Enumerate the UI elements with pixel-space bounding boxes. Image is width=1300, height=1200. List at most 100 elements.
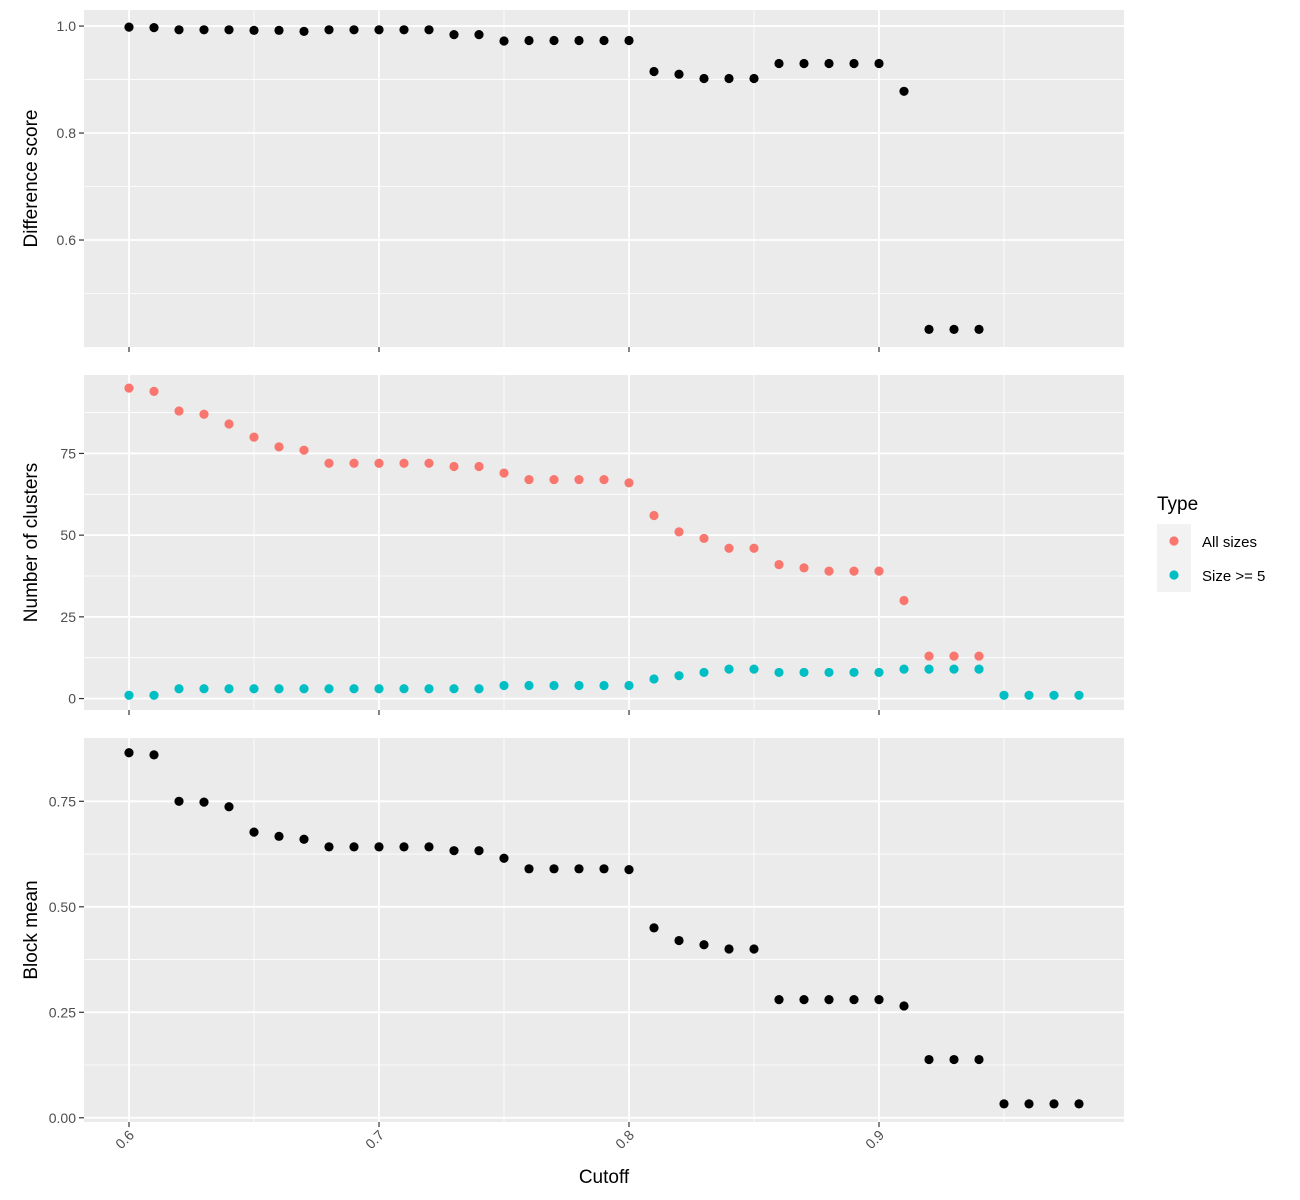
data-point — [674, 935, 684, 946]
data-point — [699, 73, 709, 84]
y-axis-title: Difference score — [21, 110, 42, 248]
data-point — [899, 86, 909, 96]
y-tick-label: 1.0 — [57, 18, 77, 34]
data-point — [149, 386, 159, 396]
data-point — [474, 846, 484, 856]
data-point — [299, 445, 309, 455]
data-point — [974, 1054, 984, 1065]
data-point — [924, 1054, 934, 1065]
facet-panel-3: 0.00 0.25 0.50 0.75 Block mean 0.6 0.7 0.8 0.9 — [21, 738, 1124, 1152]
x-tick-label: 0.9 — [862, 1127, 887, 1152]
data-point — [1074, 690, 1084, 700]
data-point — [324, 458, 334, 468]
data-point — [499, 680, 509, 691]
legend-label: Size >= 5 — [1202, 568, 1265, 585]
data-point — [624, 478, 634, 488]
data-point — [774, 58, 784, 69]
data-point — [824, 566, 834, 576]
data-point — [174, 25, 184, 35]
data-point — [599, 680, 609, 691]
data-point — [974, 651, 984, 661]
data-point — [874, 58, 884, 69]
data-point — [249, 684, 259, 694]
data-point — [524, 680, 534, 691]
data-point — [524, 864, 534, 874]
data-point — [749, 664, 759, 674]
data-point — [749, 543, 759, 553]
data-point — [524, 35, 534, 46]
data-point — [499, 468, 509, 478]
data-point — [924, 664, 934, 674]
data-point — [574, 864, 584, 874]
data-point — [324, 684, 334, 694]
y-tick-label: 75 — [60, 445, 76, 461]
y-tick-label: 0.8 — [57, 125, 77, 141]
data-point — [899, 1001, 909, 1011]
data-point — [574, 35, 584, 46]
data-point — [699, 533, 709, 544]
data-point — [999, 690, 1009, 700]
data-point — [349, 25, 359, 35]
data-point — [424, 842, 434, 852]
data-point — [849, 566, 859, 576]
data-point — [874, 566, 884, 576]
panel-background — [84, 10, 1124, 347]
data-point — [949, 1054, 959, 1065]
data-point — [299, 834, 309, 844]
facet-panel-1: 0.6 0.8 1.0 Difference score — [21, 10, 1124, 352]
x-tick-label: 0.7 — [362, 1127, 387, 1152]
data-point — [824, 995, 834, 1005]
y-axis-title: Number of clusters — [21, 463, 42, 622]
data-point — [774, 667, 784, 678]
data-point — [549, 35, 559, 46]
data-point — [549, 864, 559, 874]
data-point — [199, 409, 209, 419]
y-tick-label: 0.00 — [49, 1110, 76, 1126]
data-point — [574, 680, 584, 691]
data-point — [249, 25, 259, 35]
series-size-5 — [124, 664, 1084, 700]
y-tick-label: 0.75 — [49, 793, 76, 809]
data-point — [799, 58, 809, 69]
data-point — [1074, 1099, 1084, 1109]
data-point — [224, 684, 234, 694]
data-point — [1024, 690, 1034, 700]
data-point — [299, 684, 309, 694]
data-point — [724, 73, 734, 84]
series-all-sizes — [124, 383, 984, 661]
data-point — [474, 461, 484, 472]
data-point — [124, 383, 134, 393]
data-point — [799, 667, 809, 678]
data-point — [274, 684, 284, 694]
data-point — [849, 58, 859, 69]
y-tick-label: 0.25 — [49, 1004, 76, 1020]
data-point — [774, 559, 784, 570]
data-point — [599, 474, 609, 485]
y-tick-label: 50 — [60, 527, 76, 543]
legend-key-point — [1169, 570, 1179, 580]
data-point — [174, 796, 184, 806]
data-point — [649, 674, 659, 684]
data-point — [774, 995, 784, 1005]
data-point — [974, 324, 984, 334]
data-point — [149, 750, 159, 760]
y-tick-label: 0 — [68, 691, 76, 707]
data-point — [1049, 690, 1059, 700]
data-point — [124, 22, 134, 32]
data-point — [999, 1099, 1009, 1109]
data-point — [424, 458, 434, 468]
data-point — [399, 25, 409, 35]
data-point — [649, 923, 659, 933]
data-point — [624, 35, 634, 46]
legend-item: All sizes — [1157, 524, 1257, 558]
data-point — [374, 25, 384, 35]
data-point — [324, 842, 334, 852]
data-point — [274, 25, 284, 35]
y-axis-title: Block mean — [21, 880, 42, 979]
data-point — [624, 865, 634, 875]
data-point — [324, 25, 334, 35]
x-tick-label: 0.6 — [112, 1127, 137, 1152]
data-point — [149, 690, 159, 700]
data-point — [149, 23, 159, 33]
